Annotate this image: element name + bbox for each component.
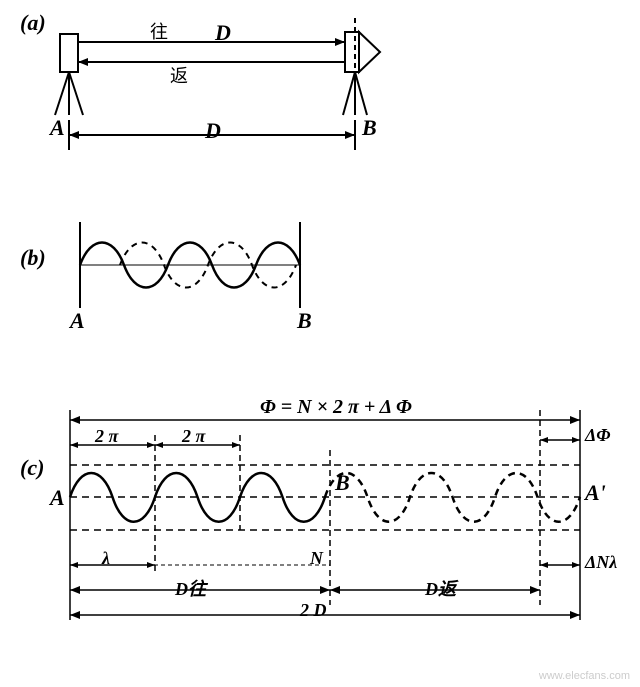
label-forward: 往 <box>150 18 168 44</box>
label-phi-eq: Φ = N × 2 π + Δ Φ <box>260 396 412 419</box>
label-A-b: A <box>70 308 85 334</box>
label-D-return: D返 <box>425 575 456 601</box>
prism-tip <box>359 32 380 72</box>
label-return: 返 <box>170 62 188 88</box>
transmitter-box <box>60 34 78 72</box>
label-dNlambda: ΔNλ <box>585 552 617 573</box>
panel-c: (c) Φ = N × 2 π + Δ Φ 2 π 2 π ΔΦ A B A' … <box>0 390 640 680</box>
prism-body <box>345 32 359 72</box>
label-Aprime: A' <box>585 480 606 506</box>
label-lambda: λ <box>102 548 110 569</box>
panel-b-tag: (b) <box>20 245 46 271</box>
label-D-bottom: D <box>205 118 221 144</box>
label-N: N <box>310 548 323 569</box>
label-A-a: A <box>50 115 65 141</box>
panel-a-tag: (a) <box>20 10 46 36</box>
label-B-b: B <box>297 308 312 334</box>
label-B-c: B <box>335 470 350 496</box>
panel-c-tag: (c) <box>20 455 44 481</box>
label-2pi-1: 2 π <box>95 426 118 447</box>
label-dphi: ΔΦ <box>585 425 611 446</box>
panel-b: (b) A B <box>0 200 640 360</box>
label-B-a: B <box>362 115 377 141</box>
label-2D: 2 D <box>300 600 327 621</box>
watermark: www.elecfans.com <box>539 670 630 682</box>
label-D-forward: D往 <box>175 575 206 601</box>
panel-a: (a) 往 D 返 A B D <box>0 0 640 180</box>
label-2pi-2: 2 π <box>182 426 205 447</box>
label-D-top: D <box>215 20 231 46</box>
label-A-c: A <box>50 485 65 511</box>
